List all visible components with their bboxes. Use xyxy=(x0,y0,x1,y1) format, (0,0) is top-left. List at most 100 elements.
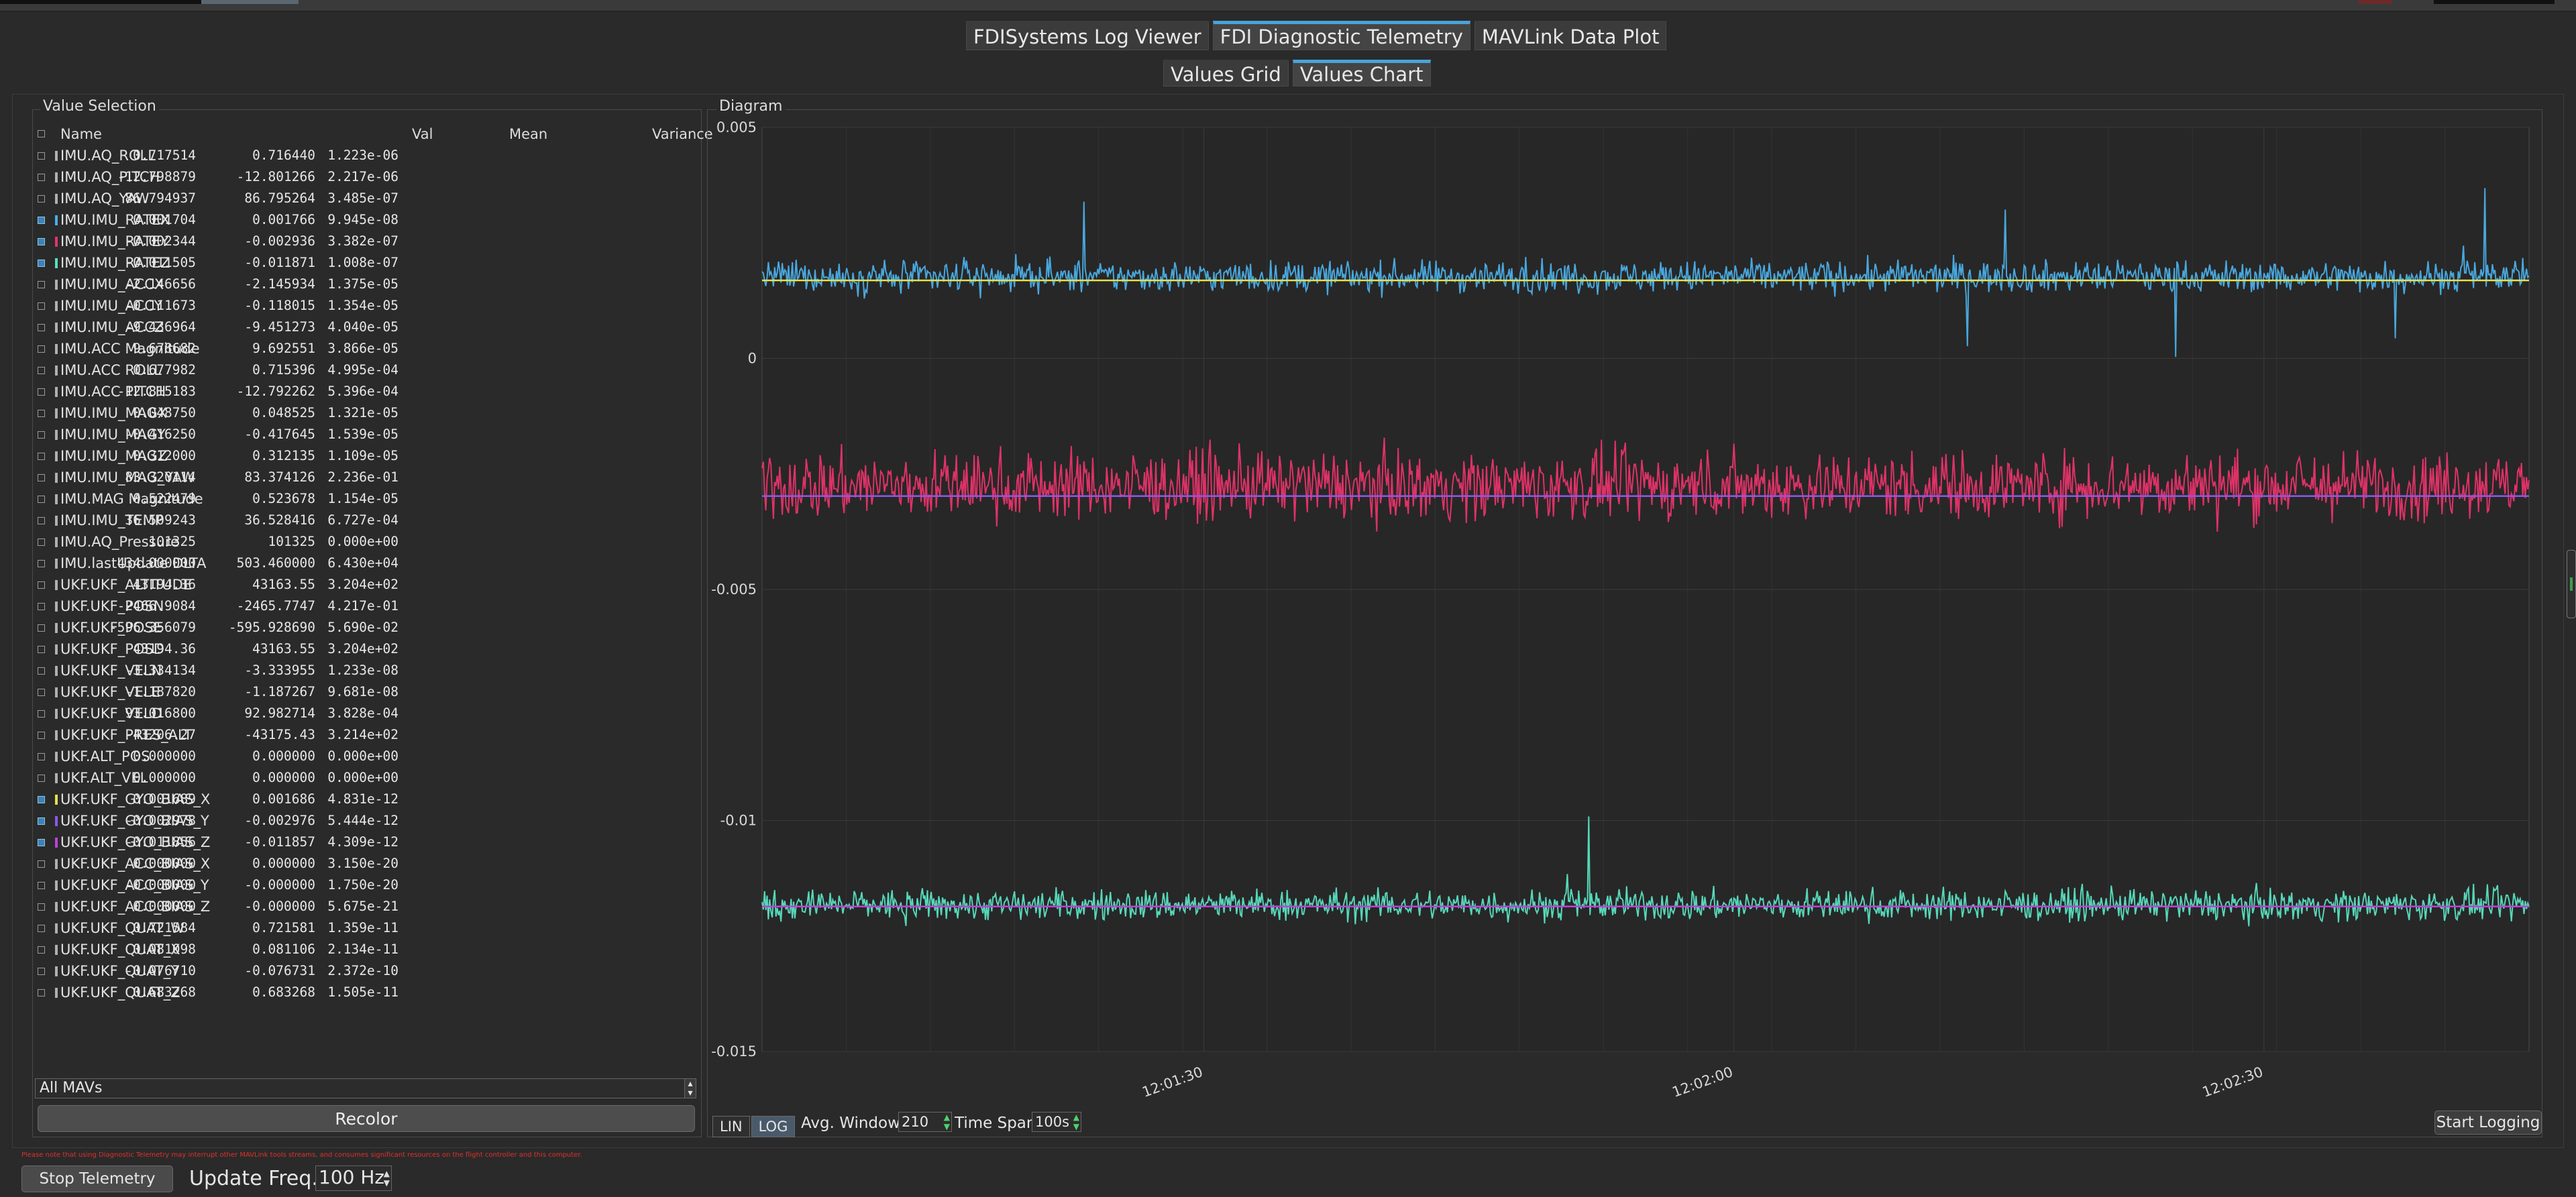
table-row[interactable]: IMU.IMU_MAGX 0.048750 0.048525 1.321e-05 xyxy=(35,402,699,424)
row-checkbox[interactable] xyxy=(38,903,45,911)
tab-diagnostic-telemetry[interactable]: FDI Diagnostic Telemetry xyxy=(1212,21,1470,50)
row-checkbox[interactable] xyxy=(38,367,45,374)
row-checkbox[interactable] xyxy=(38,710,45,718)
table-row[interactable]: IMU.AQ_YAW 86.794937 86.795264 3.485e-07 xyxy=(35,188,699,209)
table-row[interactable]: UKF.UKF_POSE -596.356079 -595.928690 5.690e… xyxy=(35,617,699,638)
row-checkbox[interactable] xyxy=(38,581,45,589)
lin-scale-button[interactable]: LIN xyxy=(712,1116,750,1137)
row-checkbox[interactable] xyxy=(38,753,45,760)
row-checkbox[interactable] xyxy=(38,195,45,203)
table-row[interactable]: IMU.ACC ROLL 0.677982 0.715396 4.995e-04 xyxy=(35,359,699,381)
table-row[interactable]: IMU.IMU_RATEY -0.002344 -0.002936 3.382e-07 xyxy=(35,231,699,252)
spin-arrows-icon[interactable]: ▲ ▼ xyxy=(1073,1113,1079,1131)
row-checkbox[interactable] xyxy=(38,431,45,439)
stop-telemetry-button[interactable]: Stop Telemetry xyxy=(21,1165,173,1192)
table-row[interactable]: UKF.UKF_POSN -2466.9084 -2465.7747 4.217e-0… xyxy=(35,595,699,617)
row-checkbox[interactable] xyxy=(38,946,45,954)
row-checkbox[interactable] xyxy=(38,474,45,481)
table-row[interactable]: UKF.UKF_QUAT_X 0.081098 0.081106 2.134e-11 xyxy=(35,939,699,960)
row-checkbox[interactable] xyxy=(38,302,45,310)
table-row[interactable]: UKF.UKF_ACC_BIAS_Y -0.000000 -0.000000 1.75… xyxy=(35,874,699,896)
avg-window-spinbox[interactable]: 210 ▲ ▼ xyxy=(898,1112,952,1132)
table-row[interactable]: UKF.UKF_VELE -1.187820 -1.187267 9.681e-08 xyxy=(35,681,699,703)
row-checkbox[interactable] xyxy=(38,174,45,181)
row-checkbox[interactable] xyxy=(38,560,45,567)
row-checkbox[interactable] xyxy=(38,152,45,160)
log-scale-button[interactable]: LOG xyxy=(751,1116,796,1137)
start-logging-button[interactable]: Start Logging xyxy=(2434,1110,2542,1135)
row-checkbox[interactable] xyxy=(38,667,45,675)
table-row[interactable]: UKF.UKF_GYO_BIAS_Z -0.011856 -0.011857 4.30… xyxy=(35,832,699,853)
update-freq-spinbox[interactable]: 100 Hz ▲ ▼ xyxy=(315,1165,392,1191)
select-all-checkbox[interactable] xyxy=(38,130,45,137)
table-row[interactable]: IMU.IMU_TEMP 36.509243 36.528416 6.727e-04 xyxy=(35,510,699,531)
row-checkbox[interactable] xyxy=(38,217,45,224)
table-row[interactable]: UKF.UKF_PRES_ALT -43206.27 -43175.43 3.214e… xyxy=(35,724,699,746)
tab-values-grid[interactable]: Values Grid xyxy=(1163,60,1289,87)
chevron-updown-icon[interactable]: ▴ ▾ xyxy=(684,1079,696,1098)
row-checkbox[interactable] xyxy=(38,775,45,782)
table-row[interactable]: IMU.MAG Magnitude 0.522479 0.523678 1.154e-… xyxy=(35,488,699,510)
row-checkbox[interactable] xyxy=(38,281,45,288)
table-row[interactable]: IMU.ACC Magnitude 9.678682 9.692551 3.866e-… xyxy=(35,338,699,359)
mav-select[interactable]: All MAVs ▴ ▾ xyxy=(35,1078,696,1098)
table-row[interactable]: UKF.UKF_VELD 93.016800 92.982714 3.828e-04 xyxy=(35,703,699,724)
tab-values-chart[interactable]: Values Chart xyxy=(1292,60,1431,87)
row-checkbox[interactable] xyxy=(38,689,45,696)
table-row[interactable]: IMU.IMU_RATEX 0.001704 0.001766 9.945e-08 xyxy=(35,209,699,231)
table-row[interactable]: UKF.ALT_VEL 0.000000 0.000000 0.000e+00 xyxy=(35,767,699,789)
table-row[interactable]: UKF.UKF_VELN -3.334134 -3.333955 1.233e-08 xyxy=(35,660,699,681)
table-row[interactable]: UKF.UKF_ALTITUDE 43194.36 43163.55 3.204e+0… xyxy=(35,574,699,595)
row-checkbox[interactable] xyxy=(38,603,45,610)
table-row[interactable]: IMU.IMU_MAG_YAW 83.320114 83.374126 2.236e-… xyxy=(35,467,699,488)
table-row[interactable]: IMU.AQ_PITCH -12.798879 -12.801266 2.217e-0… xyxy=(35,166,699,188)
table-row[interactable]: UKF.UKF_ACC_BIAS_Z 0.000000 -0.000000 5.675… xyxy=(35,896,699,917)
table-row[interactable]: UKF.UKF_GYO_BIAS_Y -0.002978 -0.002976 5.44… xyxy=(35,810,699,832)
table-row[interactable]: UKF.UKF_POSD 43194.36 43163.55 3.204e+02 xyxy=(35,638,699,660)
table-row[interactable]: IMU.AQ_Pressure 101325 101325 0.000e+00 xyxy=(35,531,699,553)
row-checkbox[interactable] xyxy=(38,817,45,825)
table-row[interactable]: IMU.lastUpdate DLTA 434.000000 503.460000 6… xyxy=(35,553,699,574)
row-checkbox[interactable] xyxy=(38,410,45,417)
table-row[interactable]: UKF.UKF_GYO_BIAS_X 0.001689 0.001686 4.831e… xyxy=(35,789,699,810)
row-checkbox[interactable] xyxy=(38,517,45,524)
column-header-name[interactable]: Name xyxy=(60,126,102,142)
row-checkbox[interactable] xyxy=(38,238,45,245)
row-checkbox[interactable] xyxy=(38,345,45,353)
column-header-mean[interactable]: Mean xyxy=(509,126,548,142)
row-checkbox[interactable] xyxy=(38,624,45,632)
row-checkbox[interactable] xyxy=(38,882,45,889)
row-checkbox[interactable] xyxy=(38,989,45,996)
table-row[interactable]: IMU.IMU_RATEZ -0.011505 -0.011871 1.008e-07 xyxy=(35,252,699,274)
table-row[interactable]: IMU.IMU_ACCY -0.111673 -0.118015 1.354e-05 xyxy=(35,295,699,317)
table-row[interactable]: IMU.IMU_MAGY -0.416250 -0.417645 1.539e-05 xyxy=(35,424,699,445)
table-row[interactable]: UKF.UKF_QUAT_W 0.721584 0.721581 1.359e-11 xyxy=(35,917,699,939)
row-checkbox[interactable] xyxy=(38,796,45,803)
row-checkbox[interactable] xyxy=(38,860,45,868)
telemetry-chart[interactable]: 0.005 0 -0.005 -0.01 -0.015 12:01:30 12:02:00 1… xyxy=(711,118,2538,1110)
row-checkbox[interactable] xyxy=(38,646,45,653)
row-checkbox[interactable] xyxy=(38,538,45,546)
table-row[interactable]: IMU.IMU_MAGZ 0.312000 0.312135 1.109e-05 xyxy=(35,445,699,467)
splitter-handle[interactable] xyxy=(2567,550,2576,618)
tab-mavlink-data-plot[interactable]: MAVLink Data Plot xyxy=(1474,21,1667,50)
row-checkbox[interactable] xyxy=(38,925,45,932)
table-row[interactable]: IMU.IMU_ACCZ -9.436964 -9.451273 4.040e-05 xyxy=(35,317,699,338)
table-row[interactable]: IMU.ACC PITCH -12.815183 -12.792262 5.396e-… xyxy=(35,381,699,402)
spin-arrows-icon[interactable]: ▲ ▼ xyxy=(943,1113,950,1131)
table-row[interactable]: UKF.UKF_QUAT_Y -0.076710 -0.076731 2.372e-1… xyxy=(35,960,699,982)
table-row[interactable]: IMU.IMU_ACCX -2.146656 -2.145934 1.375e-05 xyxy=(35,274,699,295)
row-checkbox[interactable] xyxy=(38,496,45,503)
row-checkbox[interactable] xyxy=(38,388,45,396)
row-checkbox[interactable] xyxy=(38,839,45,846)
row-checkbox[interactable] xyxy=(38,324,45,331)
table-row[interactable]: UKF.UKF_ACC_BIAS_X 0.000000 0.000000 3.150e… xyxy=(35,853,699,874)
spin-arrows-icon[interactable]: ▲ ▼ xyxy=(383,1169,390,1188)
row-checkbox[interactable] xyxy=(38,260,45,267)
table-row[interactable]: UKF.ALT_POS 0.000000 0.000000 0.000e+00 xyxy=(35,746,699,767)
time-span-spinbox[interactable]: 100s ▲ ▼ xyxy=(1032,1112,1081,1132)
table-row[interactable]: UKF.UKF_QUAT_Z 0.683268 0.683268 1.505e-11 xyxy=(35,982,699,1003)
row-checkbox[interactable] xyxy=(38,453,45,460)
row-checkbox[interactable] xyxy=(38,968,45,975)
column-header-val[interactable]: Val xyxy=(412,126,433,142)
